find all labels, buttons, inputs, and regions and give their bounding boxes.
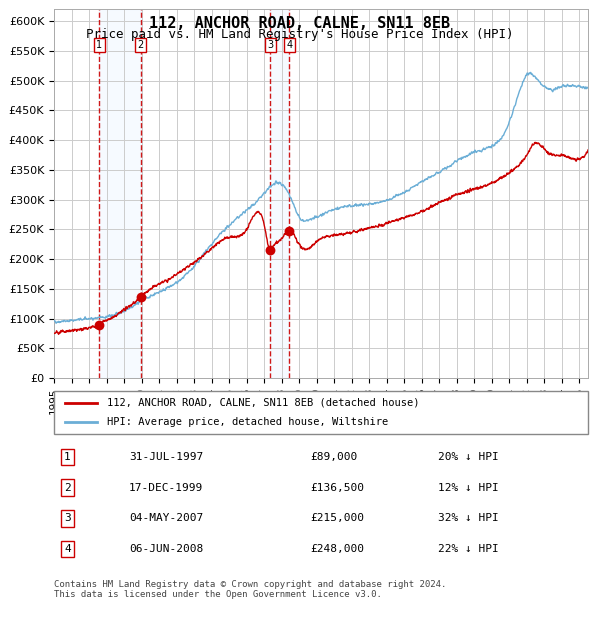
Text: 20% ↓ HPI: 20% ↓ HPI	[439, 452, 499, 462]
Text: Price paid vs. HM Land Registry's House Price Index (HPI): Price paid vs. HM Land Registry's House …	[86, 28, 514, 41]
Text: 04-MAY-2007: 04-MAY-2007	[129, 513, 203, 523]
Text: 17-DEC-1999: 17-DEC-1999	[129, 483, 203, 493]
Text: 4: 4	[64, 544, 71, 554]
Text: £136,500: £136,500	[310, 483, 364, 493]
Text: 2: 2	[138, 40, 144, 50]
Text: HPI: Average price, detached house, Wiltshire: HPI: Average price, detached house, Wilt…	[107, 417, 389, 427]
Text: 06-JUN-2008: 06-JUN-2008	[129, 544, 203, 554]
FancyBboxPatch shape	[54, 391, 588, 434]
Point	[94, 321, 104, 330]
Text: Contains HM Land Registry data © Crown copyright and database right 2024.
This d: Contains HM Land Registry data © Crown c…	[54, 580, 446, 599]
Text: 32% ↓ HPI: 32% ↓ HPI	[439, 513, 499, 523]
Text: 2: 2	[64, 483, 71, 493]
Text: £248,000: £248,000	[310, 544, 364, 554]
Text: 3: 3	[64, 513, 71, 523]
Text: 22% ↓ HPI: 22% ↓ HPI	[439, 544, 499, 554]
Point	[136, 292, 146, 302]
Text: 3: 3	[267, 40, 273, 50]
Text: £89,000: £89,000	[310, 452, 358, 462]
Text: 31-JUL-1997: 31-JUL-1997	[129, 452, 203, 462]
Point	[284, 226, 294, 236]
Text: 112, ANCHOR ROAD, CALNE, SN11 8EB (detached house): 112, ANCHOR ROAD, CALNE, SN11 8EB (detac…	[107, 398, 420, 408]
Bar	[99, 9, 141, 378]
Text: 1: 1	[96, 40, 102, 50]
Text: 4: 4	[286, 40, 292, 50]
Point	[265, 246, 275, 255]
Text: 112, ANCHOR ROAD, CALNE, SN11 8EB: 112, ANCHOR ROAD, CALNE, SN11 8EB	[149, 16, 451, 30]
Bar	[270, 9, 289, 378]
Text: 1: 1	[64, 452, 71, 462]
Text: £215,000: £215,000	[310, 513, 364, 523]
Text: 12% ↓ HPI: 12% ↓ HPI	[439, 483, 499, 493]
